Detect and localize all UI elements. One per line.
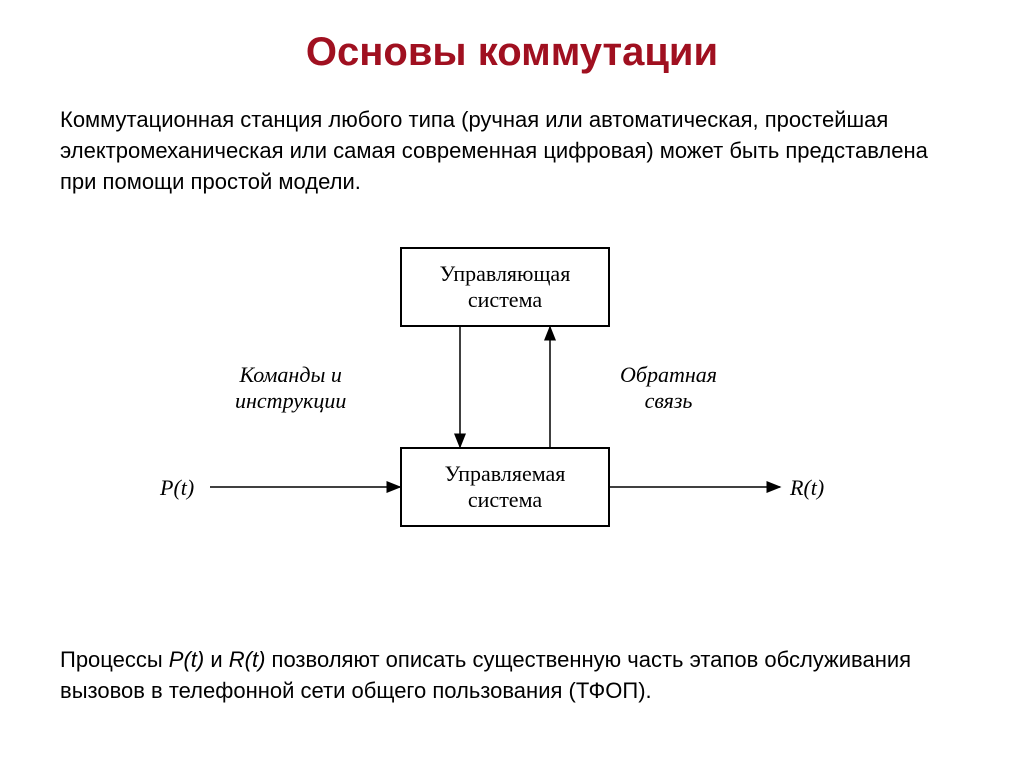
footer-paragraph: Процессы P(t) и R(t) позволяют описать с…: [0, 645, 1024, 707]
page-title: Основы коммутации: [0, 0, 1024, 75]
left-label-line2: инструкции: [235, 388, 346, 414]
bottom-box: Управляемая система: [400, 447, 610, 527]
footer-prefix: Процессы: [60, 647, 169, 672]
footer-mid: и: [204, 647, 229, 672]
right-label-line2: связь: [620, 388, 717, 414]
top-box-line2: система: [468, 287, 542, 313]
output-label: R(t): [790, 475, 824, 501]
bottom-box-line2: система: [468, 487, 542, 513]
right-label-line1: Обратная: [620, 362, 717, 388]
footer-pt: P(t): [169, 647, 204, 672]
top-box-line1: Управляющая: [440, 261, 571, 287]
right-edge-label: Обратная связь: [620, 362, 717, 414]
left-label-line1: Команды и: [235, 362, 346, 388]
footer-rt: R(t): [229, 647, 266, 672]
input-label: P(t): [160, 475, 194, 501]
left-edge-label: Команды и инструкции: [235, 362, 346, 414]
top-box: Управляющая система: [400, 247, 610, 327]
bottom-box-line1: Управляемая: [445, 461, 566, 487]
intro-paragraph: Коммутационная станция любого типа (ручн…: [0, 75, 1024, 197]
diagram: Управляющая система Управляемая система …: [0, 227, 1024, 587]
